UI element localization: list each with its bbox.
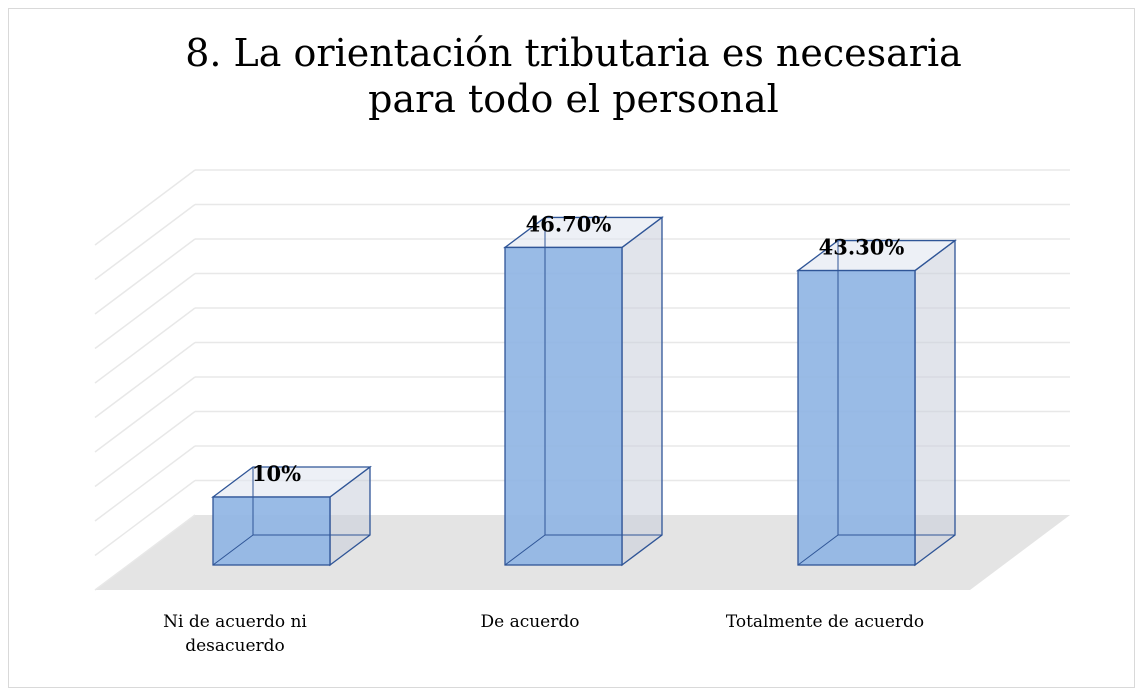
bar: [504, 246, 623, 566]
side-grid-line: [94, 479, 196, 557]
bar-back-edge: [504, 534, 546, 566]
side-grid-line: [94, 272, 196, 350]
x-tick-label: Ni de acuerdo ni desacuerdo: [163, 612, 307, 656]
side-grid-line: [94, 514, 196, 591]
bar-side: [914, 239, 956, 567]
chart-title: 8. La orientación tributaria es necesari…: [185, 31, 962, 121]
bar-back-edge: [797, 534, 839, 566]
value-label: 46.70%: [526, 211, 612, 236]
bar-side: [621, 216, 663, 567]
x-tick-label: Totalmente de acuerdo: [725, 612, 925, 632]
side-grid-line: [94, 410, 196, 488]
bar-back-edge: [212, 534, 254, 566]
side-grid-line: [94, 307, 196, 384]
side-grid-line: [94, 169, 196, 246]
bar: [797, 269, 916, 566]
value-label: 10%: [252, 461, 301, 486]
side-grid-line: [94, 341, 196, 419]
x-tick-label: De acuerdo: [480, 612, 580, 632]
side-grid-line: [94, 445, 196, 522]
side-grid-line: [94, 238, 196, 315]
side-grid-line: [94, 376, 196, 453]
bar: [212, 496, 331, 566]
side-grid-line: [94, 203, 196, 281]
value-label: 43.30%: [819, 235, 905, 260]
